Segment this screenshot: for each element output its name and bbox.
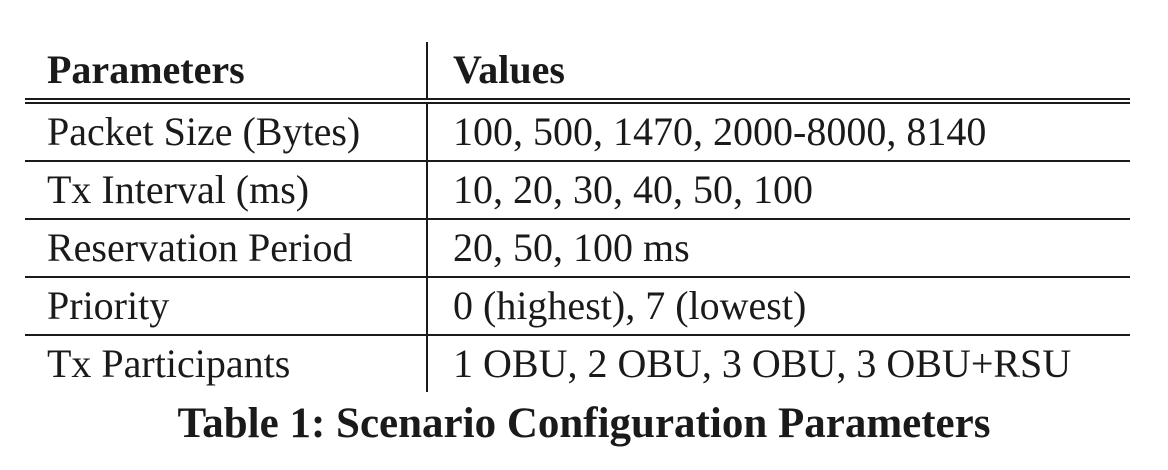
parameter-value-cell: 100, 500, 1470, 2000-8000, 8140 [426, 101, 1130, 161]
parameter-value-cell: 20, 50, 100 ms [426, 219, 1130, 277]
parameter-name-cell: Tx Participants [47, 341, 291, 386]
parameter-value-cell: 0 (highest), 7 (lowest) [426, 277, 1130, 335]
parameters-table-container: Parameters Values Packet Size (Bytes) 10… [25, 42, 1130, 392]
parameter-name-cell: Reservation Period [47, 225, 353, 270]
table-row: Tx Participants 1 OBU, 2 OBU, 3 OBU, 3 O… [25, 335, 1130, 392]
scenario-parameters-table: Parameters Values Packet Size (Bytes) 10… [25, 42, 1130, 392]
parameter-name-cell: Priority [47, 283, 170, 328]
table-row: Priority 0 (highest), 7 (lowest) [25, 277, 1130, 335]
column-header-values: Values [426, 42, 1130, 101]
parameter-name-cell: Tx Interval (ms) [47, 167, 310, 212]
column-header-parameters: Parameters [47, 47, 245, 92]
parameter-value-cell: 1 OBU, 2 OBU, 3 OBU, 3 OBU+RSU [426, 335, 1130, 392]
parameter-name-cell: Packet Size (Bytes) [47, 109, 361, 154]
table-row: Packet Size (Bytes) 100, 500, 1470, 2000… [25, 101, 1130, 161]
table-caption: Table 1: Scenario Configuration Paramete… [177, 400, 991, 447]
table-row: Reservation Period 20, 50, 100 ms [25, 219, 1130, 277]
table-header-row: Parameters Values [25, 42, 1130, 101]
table-row: Tx Interval (ms) 10, 20, 30, 40, 50, 100 [25, 161, 1130, 219]
parameter-value-cell: 10, 20, 30, 40, 50, 100 [426, 161, 1130, 219]
